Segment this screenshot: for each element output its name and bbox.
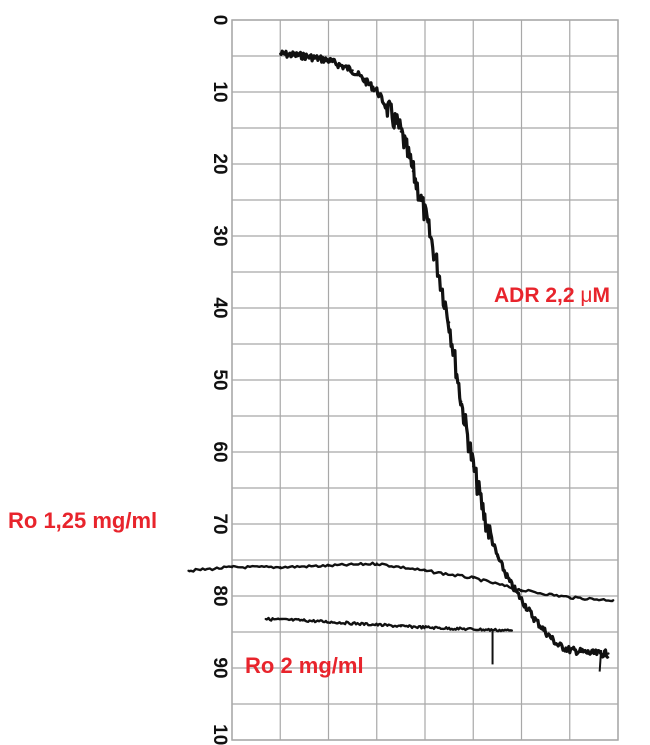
annotations: ADR 2,2 μM Ro 1,25 mg/ml Ro 2 mg/ml [8, 284, 610, 678]
data-point [611, 599, 615, 602]
y-tick-label: 50 [209, 369, 230, 390]
data-point [399, 130, 403, 133]
data-point [375, 562, 378, 565]
annotation-ro-1-25: Ro 1,25 mg/ml [8, 508, 157, 533]
series-line [187, 561, 615, 603]
y-tick-label: 20 [209, 153, 230, 174]
series-line [279, 49, 610, 672]
series-line [264, 616, 514, 665]
y-tick-label: 100 [209, 724, 230, 745]
y-axis-ticks: 0 10 20 30 40 50 60 70 80 90 100 [209, 15, 230, 745]
data-point [423, 569, 427, 572]
y-tick-label: 60 [209, 441, 230, 462]
series-path [279, 49, 610, 659]
data-point [303, 619, 306, 622]
data-point [411, 170, 415, 173]
data-point [472, 576, 475, 580]
data-point [484, 519, 487, 522]
annotation-ro-2: Ro 2 mg/ml [245, 653, 364, 678]
y-tick-label: 70 [209, 513, 230, 534]
y-tick-label: 80 [209, 585, 230, 606]
data-point [423, 213, 427, 216]
data-point [279, 52, 282, 56]
series-group [187, 49, 615, 672]
data-point [592, 652, 596, 655]
data-point [264, 617, 267, 621]
data-point [568, 648, 571, 652]
data-point [496, 555, 499, 558]
data-point [556, 643, 559, 647]
data-point [447, 627, 451, 630]
data-point [568, 596, 571, 599]
data-point [351, 622, 354, 625]
y-tick-label: 10 [209, 81, 230, 102]
series-path [188, 561, 614, 603]
data-point [187, 569, 190, 572]
y-tick-label: 30 [209, 225, 230, 246]
data-point [447, 321, 451, 324]
data-point [607, 652, 610, 655]
data-point [351, 69, 354, 72]
data-point [327, 59, 330, 62]
data-point [375, 89, 378, 92]
annotation-adr: ADR 2,2 μM [494, 284, 610, 307]
data-point [510, 629, 514, 632]
data-point [472, 465, 475, 468]
data-point [532, 616, 535, 619]
data-point [508, 580, 511, 583]
data-point [230, 566, 234, 569]
data-point [459, 400, 463, 403]
data-point [435, 263, 439, 266]
data-point [327, 564, 330, 567]
artifact-spike [598, 649, 603, 672]
data-point [303, 54, 306, 58]
data-point [544, 630, 547, 634]
y-tick-label: 0 [209, 15, 230, 26]
data-point [520, 589, 523, 592]
grid [231, 19, 619, 741]
data-point [399, 625, 403, 628]
data-point [279, 566, 282, 569]
data-point [520, 598, 523, 601]
series-path [265, 616, 512, 633]
y-tick-label: 90 [209, 657, 230, 678]
y-tick-label: 40 [209, 297, 230, 318]
